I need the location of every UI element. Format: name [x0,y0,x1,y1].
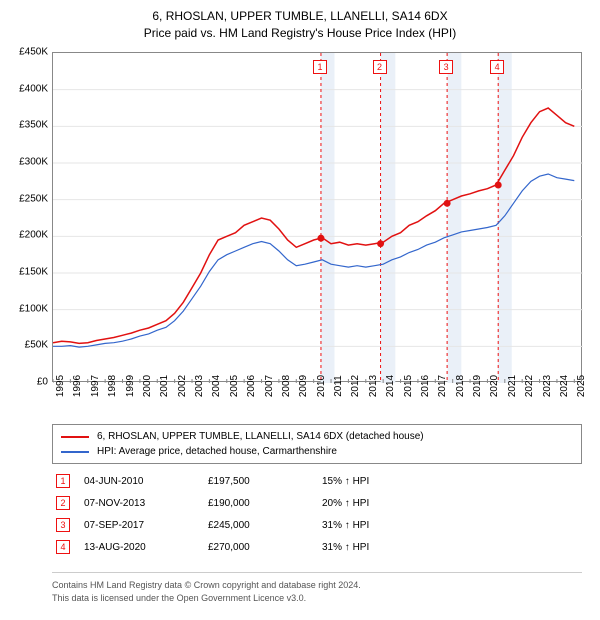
x-axis-label: 2014 [385,375,396,397]
y-axis-label: £0 [2,377,48,388]
x-axis-label: 2020 [489,375,500,397]
x-axis-label: 2001 [159,375,170,397]
sales-marker-box: 1 [56,474,70,488]
x-axis-label: 2011 [333,375,344,397]
footer: Contains HM Land Registry data © Crown c… [52,572,582,604]
y-axis-label: £450K [2,47,48,58]
x-axis-label: 1998 [107,375,118,397]
sales-price: £245,000 [208,520,308,531]
x-axis-label: 2000 [142,375,153,397]
chart-title: 6, RHOSLAN, UPPER TUMBLE, LLANELLI, SA14… [0,0,600,42]
sales-diff: 20% ↑ HPI [322,498,432,509]
x-axis-label: 2015 [403,375,414,397]
legend-item: HPI: Average price, detached house, Carm… [61,444,573,459]
x-axis-label: 2005 [229,375,240,397]
x-axis-label: 2003 [194,375,205,397]
sales-table: 1 04-JUN-2010 £197,500 15% ↑ HPI 2 07-NOV-201… [52,470,582,558]
sales-price: £197,500 [208,476,308,487]
y-axis-label: £250K [2,193,48,204]
sales-date: 13-AUG-2020 [84,542,194,553]
plot-area [52,52,582,382]
y-axis-label: £350K [2,120,48,131]
legend: 6, RHOSLAN, UPPER TUMBLE, LLANELLI, SA14… [52,424,582,464]
legend-label: 6, RHOSLAN, UPPER TUMBLE, LLANELLI, SA14… [97,431,424,442]
x-axis-label: 2024 [559,375,570,397]
x-axis-label: 2010 [316,375,327,397]
x-axis-label: 1995 [55,375,66,397]
legend-item: 6, RHOSLAN, UPPER TUMBLE, LLANELLI, SA14… [61,429,573,444]
x-axis-label: 1996 [72,375,83,397]
sales-row: 1 04-JUN-2010 £197,500 15% ↑ HPI [52,470,582,492]
sales-marker-box: 4 [56,540,70,554]
x-axis-label: 2016 [420,375,431,397]
x-axis-label: 2004 [211,375,222,397]
y-axis-label: £400K [2,83,48,94]
x-axis-label: 2017 [437,375,448,397]
sale-marker: 3 [439,60,453,74]
x-axis-label: 2006 [246,375,257,397]
sale-marker: 2 [373,60,387,74]
sale-marker: 1 [313,60,327,74]
x-axis-label: 2012 [350,375,361,397]
sales-row: 2 07-NOV-2013 £190,000 20% ↑ HPI [52,492,582,514]
footer-line-2: This data is licensed under the Open Gov… [52,592,582,605]
sales-date: 07-SEP-2017 [84,520,194,531]
sales-row: 4 13-AUG-2020 £270,000 31% ↑ HPI [52,536,582,558]
legend-swatch [61,436,89,438]
y-axis-label: £150K [2,267,48,278]
x-axis-label: 2019 [472,375,483,397]
x-axis-label: 2007 [264,375,275,397]
x-axis-label: 1997 [90,375,101,397]
chart-container: 6, RHOSLAN, UPPER TUMBLE, LLANELLI, SA14… [0,0,600,620]
x-axis-label: 2009 [298,375,309,397]
x-axis-label: 2018 [455,375,466,397]
x-axis-label: 2002 [177,375,188,397]
x-axis-label: 2025 [576,375,587,397]
sales-price: £190,000 [208,498,308,509]
x-axis-label: 1999 [125,375,136,397]
title-line-2: Price paid vs. HM Land Registry's House … [0,25,600,42]
y-axis-label: £100K [2,303,48,314]
x-axis-label: 2023 [542,375,553,397]
y-axis-label: £300K [2,157,48,168]
y-axis-label: £50K [2,340,48,351]
x-axis-label: 2021 [507,375,518,397]
sales-row: 3 07-SEP-2017 £245,000 31% ↑ HPI [52,514,582,536]
legend-swatch [61,451,89,453]
sales-diff: 31% ↑ HPI [322,520,432,531]
sales-diff: 15% ↑ HPI [322,476,432,487]
sales-marker-box: 2 [56,496,70,510]
sales-date: 04-JUN-2010 [84,476,194,487]
y-axis-label: £200K [2,230,48,241]
sales-price: £270,000 [208,542,308,553]
sales-date: 07-NOV-2013 [84,498,194,509]
chart-svg [53,53,583,383]
x-axis-label: 2008 [281,375,292,397]
x-axis-label: 2013 [368,375,379,397]
sales-marker-box: 3 [56,518,70,532]
sales-diff: 31% ↑ HPI [322,542,432,553]
legend-label: HPI: Average price, detached house, Carm… [97,446,337,457]
title-line-1: 6, RHOSLAN, UPPER TUMBLE, LLANELLI, SA14… [0,8,600,25]
x-axis-label: 2022 [524,375,535,397]
sale-marker: 4 [490,60,504,74]
footer-line-1: Contains HM Land Registry data © Crown c… [52,579,582,592]
